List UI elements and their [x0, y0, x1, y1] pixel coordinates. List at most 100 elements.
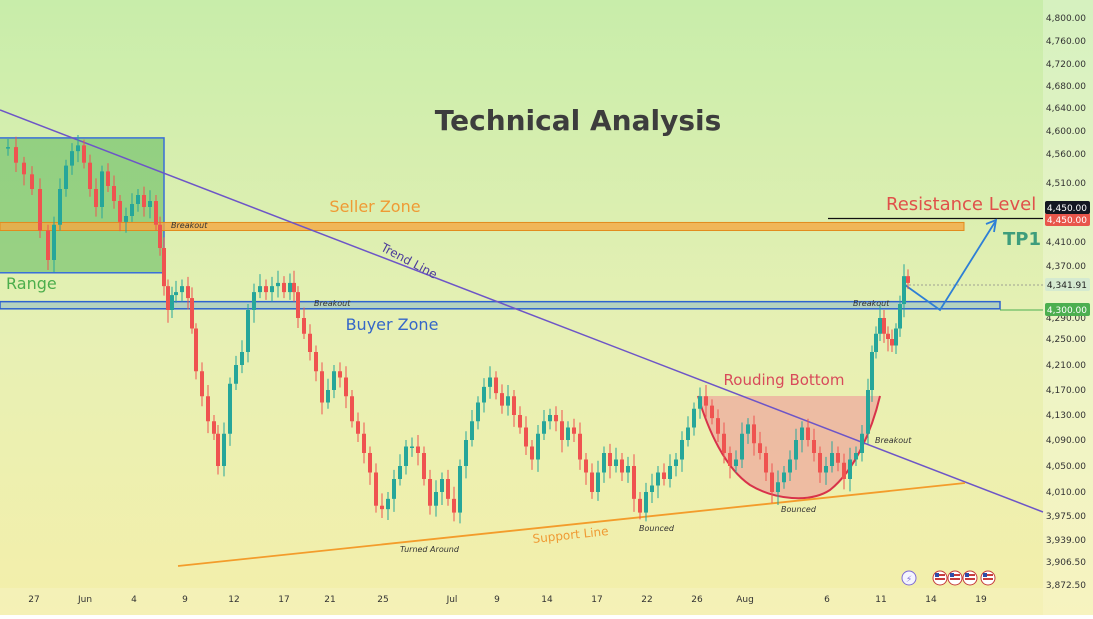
buyer-zone-box [0, 300, 1001, 310]
candle-body [158, 224, 162, 248]
time-tick-label: 17 [278, 595, 289, 605]
price-tick-label: 3,906.50 [1046, 558, 1086, 568]
candle-body [264, 286, 268, 293]
candle-body [404, 446, 408, 466]
candle-body [320, 371, 324, 403]
price-tick-label: 4,050.00 [1046, 462, 1086, 472]
price-tick-label: 4,760.00 [1046, 37, 1086, 47]
price-tick-label: 4,510.00 [1046, 179, 1086, 189]
candle-body [252, 292, 256, 310]
candle-body [488, 377, 492, 387]
price-badge [1045, 201, 1090, 214]
candle-body [596, 472, 600, 492]
candle-body [886, 333, 890, 339]
candle-body [434, 492, 438, 506]
candles-layer [6, 135, 910, 524]
candle-body [64, 165, 68, 189]
candle-body [890, 339, 894, 346]
candle-body [806, 427, 810, 440]
candle-body [704, 396, 708, 406]
candle-body [512, 396, 516, 415]
candle-body [764, 453, 768, 473]
candle-body [874, 333, 878, 352]
candle-body [680, 440, 684, 460]
candle-body [722, 433, 726, 453]
candle-body [710, 405, 714, 419]
us-flag-stripe [983, 574, 993, 576]
time-tick-label: 22 [641, 595, 652, 605]
candle-body [882, 318, 886, 334]
candle-body [572, 427, 576, 434]
candle-body [14, 147, 18, 163]
candle-body [842, 462, 846, 479]
rounding-bottom-label: Rouding Bottom [724, 371, 845, 389]
time-tick-label: 11 [875, 595, 886, 605]
candle-body [386, 498, 390, 510]
seller-zone-label: Seller Zone [329, 197, 420, 216]
price-badge-label: 4,341.91 [1047, 281, 1087, 291]
candle-body [194, 328, 198, 372]
candle-body [758, 443, 762, 453]
us-flag-canton [965, 573, 969, 577]
time-tick-label: 26 [691, 595, 703, 605]
candle-body [674, 459, 678, 466]
us-flag-canton [983, 573, 987, 577]
price-badge-label: 4,450.00 [1047, 204, 1087, 214]
price-tick-label: 4,010.00 [1046, 488, 1086, 498]
candle-body [200, 371, 204, 397]
candle-body [898, 304, 902, 329]
candle-body [824, 466, 828, 473]
trend-line [0, 109, 1044, 513]
candle-body [258, 286, 262, 293]
price-tick-label: 3,939.00 [1046, 536, 1086, 546]
price-tick-label: 4,720.00 [1046, 60, 1086, 70]
candle-body [180, 286, 184, 293]
price-tick-label: 4,800.00 [1046, 14, 1086, 24]
seller-zone-box [0, 221, 965, 231]
candle-body [602, 453, 606, 473]
candle-body [142, 195, 146, 207]
candle-body [46, 230, 50, 260]
candle-body [506, 396, 510, 406]
candle-body [148, 201, 152, 207]
candle-body [350, 396, 354, 422]
candle-body [482, 386, 486, 403]
time-tick-label: 9 [182, 595, 188, 605]
candle-body [296, 292, 300, 318]
candle-body [626, 466, 630, 473]
candle-body [686, 427, 690, 440]
price-tick-label: 4,370.00 [1046, 262, 1086, 272]
time-axis: 27 Jun 4 9 12 17 21 25 Jul 9 14 17 22 26 Aug 6 11 14 19 ⚡ [0, 570, 1043, 615]
price-badge [1045, 213, 1090, 226]
lightning-icon [901, 570, 917, 586]
breakout-label-2: Breakout [314, 299, 351, 308]
time-tick-label: 17 [591, 595, 602, 605]
candle-body [836, 453, 840, 463]
candle-body [536, 433, 540, 460]
us-flag-stripe [965, 578, 975, 580]
candle-body [446, 479, 450, 499]
candle-body [906, 276, 910, 283]
price-tick-label: 4,130.00 [1046, 411, 1086, 421]
candle-body [422, 453, 426, 479]
candle-body [170, 295, 174, 310]
candle-body [770, 472, 774, 492]
price-badge-label: 4,450.00 [1047, 216, 1087, 226]
candle-body [82, 145, 86, 163]
projection-arrowhead [985, 218, 998, 233]
time-tick-label: 14 [925, 595, 937, 605]
candle-body [154, 201, 158, 225]
price-badge [1045, 278, 1090, 291]
candle-body [362, 433, 366, 453]
candle-body [222, 433, 226, 466]
candle-body [6, 147, 10, 149]
time-tick-label: 14 [541, 595, 553, 605]
candle-body [578, 433, 582, 460]
candle-body [440, 479, 444, 492]
candle-body [314, 352, 318, 372]
price-badge [1045, 303, 1090, 316]
time-tick-label: 19 [975, 595, 987, 605]
candle-body [860, 433, 864, 453]
